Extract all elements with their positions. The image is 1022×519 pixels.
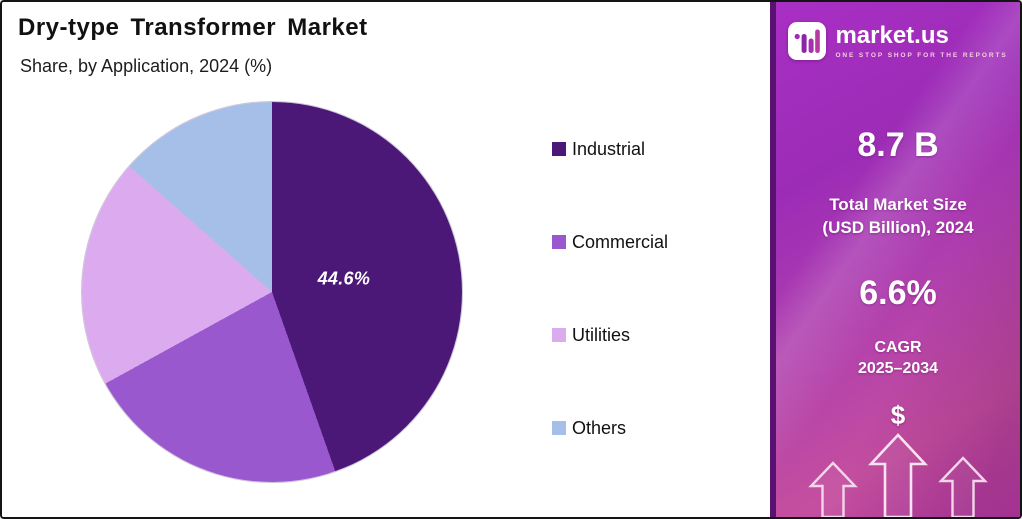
- legend-label-industrial: Industrial: [572, 138, 646, 159]
- legend-label-others: Others: [572, 417, 627, 438]
- legend-swatch-utilities: [552, 328, 566, 342]
- page-title: Dry-type Transformer Market: [18, 14, 368, 41]
- legend-item-commercial: Commercial: [552, 231, 668, 253]
- legend-item-others: Others: [552, 417, 668, 439]
- brand-name: market.us: [835, 22, 949, 49]
- market-size-label-line2: (USD Billion), 2024: [822, 217, 974, 237]
- chart-subtitle: Share, by Application, 2024 (%): [20, 56, 273, 76]
- cagr-label-line2: 2025–2034: [857, 359, 939, 377]
- legend-label-utilities: Utilities: [572, 324, 631, 345]
- marketus-logo-icon: [788, 22, 827, 60]
- legend-swatch-others: [552, 421, 566, 435]
- up-arrows-icon: [808, 433, 988, 517]
- legend-swatch-commercial: [552, 235, 566, 249]
- chart-area: Dry-type Transformer Market Share, by Ap…: [2, 2, 770, 517]
- market-size-label-line1: Total Market Size: [829, 195, 967, 214]
- market-size-label: Total Market Size (USD Billion), 2024: [776, 194, 1020, 240]
- legend-label-commercial: Commercial: [572, 231, 669, 252]
- cagr-value: 6.6%: [859, 274, 937, 312]
- legend-item-utilities: Utilities: [552, 324, 668, 346]
- pie-slice-label-industrial: 44.6%: [317, 268, 371, 289]
- cagr-label: CAGR 2025–2034: [776, 338, 1020, 380]
- brand-tagline: ONE STOP SHOP FOR THE REPORTS: [835, 51, 1008, 59]
- legend-item-industrial: Industrial: [552, 138, 668, 160]
- bar-chart-glyph: [795, 29, 821, 53]
- stats-panel: market.us ONE STOP SHOP FOR THE REPORTS …: [770, 2, 1020, 517]
- cagr-label-line1: CAGR: [874, 339, 922, 356]
- market-size-value: 8.7 B: [857, 126, 939, 164]
- growth-arrows: [776, 431, 1020, 517]
- brand-logo: market.us ONE STOP SHOP FOR THE REPORTS: [776, 22, 1020, 60]
- dollar-sign: $: [890, 400, 906, 430]
- chart-legend: Industrial Commercial Utilities Others: [552, 138, 668, 439]
- brand-text: market.us ONE STOP SHOP FOR THE REPORTS: [835, 22, 1007, 59]
- pie-chart: 44.6%: [82, 102, 462, 482]
- legend-swatch-industrial: [552, 142, 566, 156]
